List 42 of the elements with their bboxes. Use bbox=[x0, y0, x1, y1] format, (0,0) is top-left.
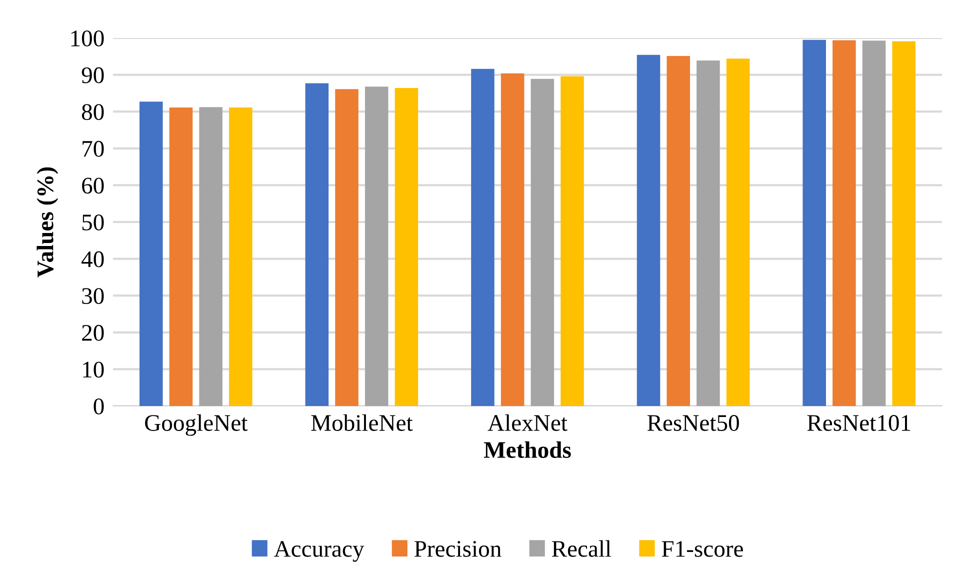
bar bbox=[832, 40, 856, 406]
bar bbox=[892, 41, 916, 406]
bar bbox=[335, 89, 358, 406]
bar bbox=[862, 40, 886, 406]
bar bbox=[560, 76, 584, 406]
bar bbox=[636, 54, 660, 406]
y-tick-label: 0 bbox=[94, 398, 104, 414]
x-tick-label: AlexNet bbox=[488, 414, 568, 431]
bar bbox=[726, 58, 750, 406]
bar bbox=[364, 86, 388, 406]
bar bbox=[471, 68, 494, 406]
y-tick-label: 10 bbox=[83, 362, 104, 378]
legend-label: Recall bbox=[552, 540, 612, 557]
y-tick-label: 90 bbox=[82, 67, 104, 84]
bar bbox=[696, 60, 720, 406]
x-tick-label: ResNet101 bbox=[807, 415, 910, 431]
x-tick-label: ResNet50 bbox=[647, 415, 739, 431]
bar bbox=[305, 83, 329, 406]
bar bbox=[802, 40, 826, 406]
legend-label: Precision bbox=[414, 541, 502, 557]
y-tick-label: 20 bbox=[82, 324, 104, 341]
bar bbox=[139, 102, 163, 406]
y-tick-label: 80 bbox=[82, 104, 104, 120]
bar bbox=[229, 108, 252, 406]
y-tick-label: 100 bbox=[71, 30, 104, 46]
bar bbox=[199, 107, 222, 406]
x-axis-title: Methods bbox=[484, 441, 571, 458]
y-tick-label: 30 bbox=[82, 288, 104, 304]
y-tick-label: 50 bbox=[82, 214, 104, 230]
bar bbox=[666, 56, 690, 406]
x-tick-label: MobileNet bbox=[311, 414, 413, 431]
y-tick-label: 40 bbox=[82, 251, 104, 268]
bar bbox=[394, 88, 418, 406]
bar bbox=[169, 108, 193, 406]
y-tick-label: 60 bbox=[82, 178, 104, 194]
bar bbox=[500, 73, 524, 406]
bar bbox=[530, 78, 554, 406]
x-tick-label: GoogleNet bbox=[145, 414, 248, 436]
legend-label: F1-score bbox=[662, 541, 743, 557]
y-axis-title: Values (%) bbox=[36, 167, 58, 278]
legend-label: Accuracy bbox=[274, 541, 364, 562]
y-tick-label: 70 bbox=[82, 140, 104, 157]
